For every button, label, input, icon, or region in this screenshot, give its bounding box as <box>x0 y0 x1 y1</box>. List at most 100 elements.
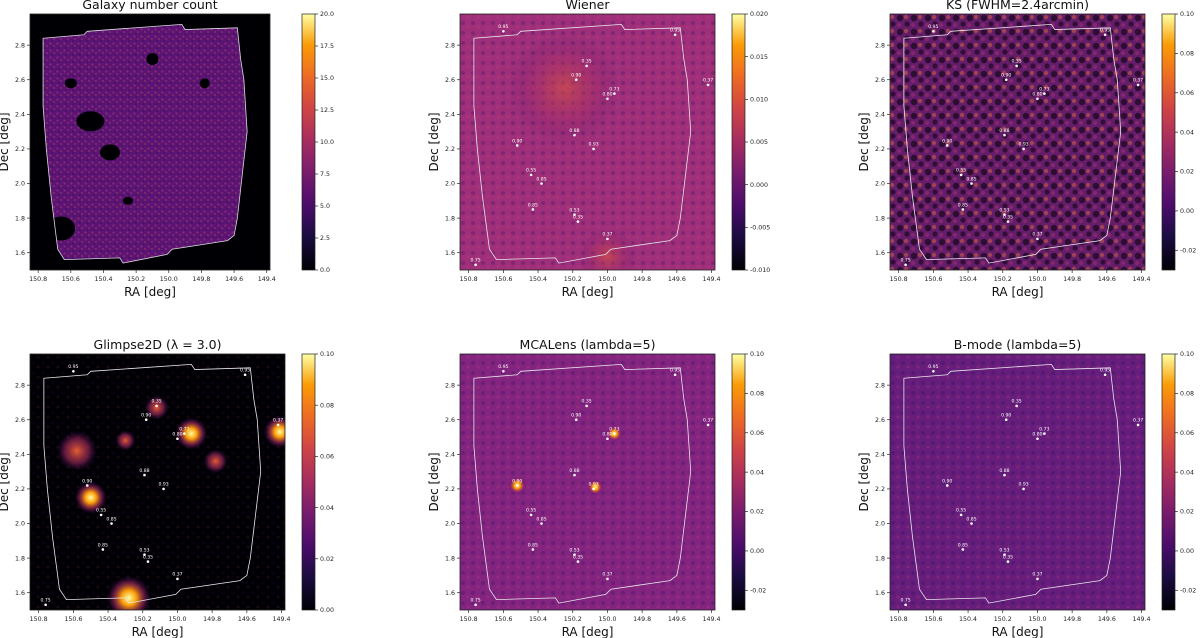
cluster-redshift-label: 0.75 <box>900 598 910 604</box>
cluster-marker <box>474 263 477 267</box>
colorbar-gradient <box>731 13 746 271</box>
mcalens-peak <box>587 479 604 496</box>
x-tick-label: 149.6 <box>668 616 686 623</box>
heatmap-image: 0.95 0.95 0.35 0.90 0.730.80 0.37 0.88 0.90 0.93… <box>460 14 715 270</box>
cluster-marker <box>276 423 280 427</box>
axes-frame <box>459 13 716 271</box>
heatmap-texture <box>890 14 1145 270</box>
x-tick-label: 149.8 <box>633 616 651 623</box>
y-axis-label: Dec [deg] <box>427 112 441 171</box>
cluster-marker <box>1036 237 1039 241</box>
masked-region <box>122 196 133 205</box>
x-tick-label: 150.0 <box>160 276 178 283</box>
x-tick-label: 150.4 <box>959 616 977 623</box>
wiener-bright-region <box>579 228 636 270</box>
cluster-marker <box>1103 373 1107 377</box>
colorbar-tick-label: 0.00 <box>320 607 334 614</box>
x-tick-label: 149.4 <box>703 276 721 283</box>
cluster-redshift-label: 0.95 <box>1100 368 1110 374</box>
x-tick-label: 150.6 <box>924 276 942 283</box>
x-tick-label: 150.8 <box>30 616 48 623</box>
cluster-redshift-label: 0.80 <box>602 432 612 438</box>
cluster-marker <box>573 133 576 137</box>
x-tick-label: 150.0 <box>168 616 186 623</box>
cluster-redshift-label: 0.55 <box>96 508 106 514</box>
x-tick-label: 149.4 <box>258 276 276 283</box>
colorbar-tick-label: 7.5 <box>320 171 330 178</box>
cluster-marker <box>155 404 158 408</box>
x-tick-label: 149.6 <box>1098 276 1116 283</box>
colorbar-tick-label: 0.00 <box>1180 208 1194 215</box>
cluster-redshift-label: 0.53 <box>999 207 1009 213</box>
cluster-marker <box>606 97 609 101</box>
cluster-redshift-label: 0.88 <box>999 128 1009 134</box>
y-tick-label: 2.2 <box>445 486 455 493</box>
cluster-redshift-label: 0.80 <box>602 92 612 98</box>
cluster-marker <box>146 560 150 563</box>
glimpse-peak <box>144 395 169 420</box>
colorbar: 0.00 0.02 0.04 0.06 0.08 0.10 <box>301 351 334 614</box>
y-tick-label: 2.8 <box>15 42 25 49</box>
x-tick-label: 150.0 <box>598 276 616 283</box>
colorbar-gradient <box>1161 353 1176 611</box>
cluster-redshift-label: 0.37 <box>703 418 713 424</box>
cluster-redshift-label: 0.35 <box>573 214 583 220</box>
cluster-redshift-label: 0.90 <box>141 413 151 419</box>
masked-region <box>64 78 77 89</box>
colorbar-tick-label: 0.02 <box>320 556 334 563</box>
cluster-marker <box>1003 133 1006 137</box>
x-tick-label: 150.6 <box>924 616 942 623</box>
cluster-marker <box>606 437 609 441</box>
cluster-marker <box>502 369 505 373</box>
y-axis-label: Dec [deg] <box>0 452 11 511</box>
cluster-redshift-label: 0.73 <box>179 426 189 432</box>
axes-frame <box>889 353 1146 611</box>
panel-6: 0.95 0.95 0.35 0.90 0.730.80 0.37 0.88 0.90 0.93… <box>857 337 1196 638</box>
cluster-redshift-label: 0.95 <box>928 364 938 370</box>
x-tick-label: 150.8 <box>890 616 908 623</box>
colorbar-tick-label: 0.02 <box>750 509 764 516</box>
y-tick-label: 2.0 <box>875 521 885 528</box>
cluster-marker <box>143 473 146 477</box>
colorbar-tick-label: 0.0 <box>320 267 330 274</box>
y-tick-label: 2.8 <box>15 382 25 389</box>
y-axis-label: Dec [deg] <box>857 452 871 511</box>
x-tick-label: 149.8 <box>203 616 221 623</box>
glimpse-peak <box>175 417 208 450</box>
cluster-marker <box>474 603 477 607</box>
y-tick-label: 2.4 <box>445 452 455 459</box>
y-tick-label: 2.4 <box>15 452 25 459</box>
cluster-redshift-label: 0.88 <box>999 468 1009 474</box>
x-tick-label: 149.6 <box>238 616 256 623</box>
cluster-redshift-label: 0.80 <box>172 432 182 438</box>
y-tick-label: 2.2 <box>875 486 885 493</box>
cluster-redshift-label: 0.35 <box>1003 214 1013 220</box>
masked-region <box>47 216 76 241</box>
panel-3: 0.95 0.95 0.35 0.90 0.730.80 0.37 0.88 0.90 0.93… <box>857 0 1196 299</box>
cluster-redshift-label: 0.85 <box>536 176 546 182</box>
cluster-marker <box>529 513 533 517</box>
cluster-marker <box>585 64 588 68</box>
survey-footprint <box>903 23 1122 264</box>
x-tick-label: 149.6 <box>225 276 243 283</box>
cluster-redshift-label: 0.53 <box>569 547 579 553</box>
x-tick-label: 150.6 <box>494 616 512 623</box>
heatmap-image: 0.95 0.95 0.35 0.90 0.730.80 0.37 0.88 0.90 0.93… <box>890 354 1145 610</box>
colorbar-tick-label: -0.010 <box>750 267 770 274</box>
cluster-redshift-label: 0.90 <box>1001 73 1011 79</box>
x-tick-label: 150.8 <box>460 616 478 623</box>
cluster-marker <box>959 173 963 177</box>
y-tick-label: 1.6 <box>15 250 25 257</box>
x-axis-label: RA [deg] <box>124 285 176 299</box>
cluster-marker <box>1003 473 1006 477</box>
cluster-redshift-label: 0.85 <box>536 516 546 522</box>
cluster-marker <box>959 513 963 517</box>
survey-footprint <box>42 23 248 264</box>
cluster-redshift-label: 0.75 <box>470 598 480 604</box>
cluster-marker <box>1043 432 1046 435</box>
colorbar-tick-label: 0.02 <box>1180 169 1194 176</box>
cluster-redshift-label: 0.35 <box>573 554 583 560</box>
colorbar-tick-label: 0.04 <box>1180 129 1194 136</box>
cluster-marker <box>1136 83 1140 87</box>
colorbar-tick-label: 0.06 <box>1180 90 1194 97</box>
